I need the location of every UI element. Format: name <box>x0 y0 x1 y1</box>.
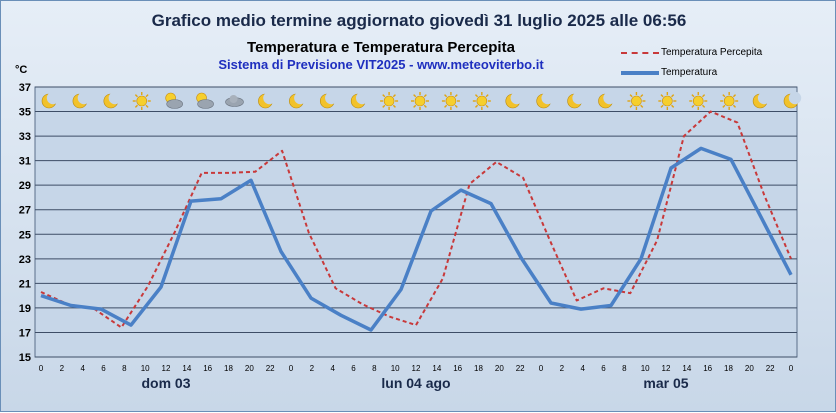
moon-icon <box>319 91 338 109</box>
legend-label-temperature: Temperatura <box>661 67 718 78</box>
sun-icon <box>472 92 491 110</box>
x-tick-label: 12 <box>412 364 421 373</box>
legend-label-perceived: Temperatura Percepita <box>661 47 763 58</box>
x-tick-label: 18 <box>724 364 733 373</box>
sun-icon <box>689 92 708 110</box>
x-tick-label: 6 <box>101 364 106 373</box>
partly-cloudy-icon <box>165 92 183 109</box>
x-tick-label: 22 <box>516 364 525 373</box>
y-tick-label: 25 <box>19 229 31 241</box>
partly-cloudy-icon <box>196 92 214 109</box>
x-tick-label: 8 <box>372 364 377 373</box>
moon-icon <box>289 91 307 109</box>
y-tick-label: 37 <box>19 82 31 94</box>
x-tick-label: 22 <box>766 364 775 373</box>
moon-icon <box>72 91 91 109</box>
x-tick-label: 20 <box>245 364 254 373</box>
x-tick-label: 18 <box>474 364 483 373</box>
moon-icon <box>350 91 369 109</box>
x-tick-label: 2 <box>60 364 65 373</box>
moon-icon <box>258 91 276 109</box>
x-tick-label: 8 <box>122 364 127 373</box>
x-tick-label: 12 <box>662 364 671 373</box>
x-tick-label: 0 <box>289 364 294 373</box>
y-tick-label: 17 <box>19 327 31 339</box>
y-tick-label: 29 <box>19 180 31 192</box>
x-tick-label: 10 <box>141 364 150 373</box>
x-tick-label: 4 <box>580 364 585 373</box>
sun-icon <box>658 92 677 110</box>
x-tick-label: 2 <box>560 364 565 373</box>
moon-icon <box>752 91 771 109</box>
y-tick-label: 19 <box>19 303 31 315</box>
moon-icon <box>536 91 554 109</box>
x-tick-label: 20 <box>495 364 504 373</box>
moon-icon <box>505 91 523 109</box>
x-tick-label: 10 <box>391 364 400 373</box>
x-tick-label: 4 <box>330 364 335 373</box>
day-label: mar 05 <box>643 375 688 391</box>
x-tick-label: 16 <box>703 364 712 373</box>
chart-title: Temperatura e Temperatura Percepita <box>247 39 515 56</box>
y-tick-label: 23 <box>19 254 31 266</box>
x-tick-label: 14 <box>682 364 691 373</box>
moon-icon <box>103 91 122 109</box>
sun-icon <box>720 92 739 110</box>
y-tick-label: 31 <box>19 156 31 168</box>
moon-icon <box>783 91 802 109</box>
y-tick-label: 21 <box>19 278 31 290</box>
sun-icon <box>380 92 399 110</box>
x-tick-label: 4 <box>80 364 85 373</box>
sun-icon <box>627 92 646 110</box>
y-unit-label: °C <box>15 64 28 76</box>
y-tick-label: 35 <box>19 107 31 119</box>
x-tick-label: 20 <box>745 364 754 373</box>
moon-icon <box>41 91 60 109</box>
x-tick-label: 16 <box>203 364 212 373</box>
sun-icon <box>441 92 460 110</box>
chart-subtitle: Sistema di Previsione VIT2025 - www.mete… <box>218 57 544 72</box>
x-tick-label: 12 <box>162 364 171 373</box>
sun-icon <box>132 92 151 110</box>
day-label: lun 04 ago <box>381 375 450 391</box>
x-tick-label: 14 <box>432 364 441 373</box>
x-tick-label: 2 <box>310 364 315 373</box>
x-tick-label: 8 <box>622 364 627 373</box>
moon-icon <box>567 91 585 109</box>
series-line-perceived <box>40 110 792 329</box>
sun-icon <box>411 92 429 110</box>
x-tick-label: 18 <box>224 364 233 373</box>
x-tick-label: 22 <box>266 364 275 373</box>
y-tick-label: 27 <box>19 205 31 217</box>
main-title: Grafico medio termine aggiornato giovedì… <box>151 11 687 30</box>
x-tick-label: 16 <box>453 364 462 373</box>
plot-area <box>34 86 798 358</box>
moon-icon <box>598 91 616 109</box>
x-tick-label: 0 <box>539 364 544 373</box>
x-tick-label: 0 <box>789 364 794 373</box>
y-tick-label: 15 <box>19 352 31 364</box>
cloud-icon <box>225 95 244 107</box>
x-tick-label: 14 <box>182 364 191 373</box>
legend-swatch-temperature <box>621 71 659 75</box>
legend-swatch-perceived <box>621 52 659 54</box>
series-line-temperature <box>40 146 793 332</box>
x-tick-label: 0 <box>39 364 44 373</box>
x-tick-label: 6 <box>351 364 356 373</box>
day-label: dom 03 <box>141 375 190 391</box>
y-tick-label: 33 <box>19 131 31 143</box>
x-tick-label: 10 <box>641 364 650 373</box>
x-tick-label: 6 <box>601 364 606 373</box>
